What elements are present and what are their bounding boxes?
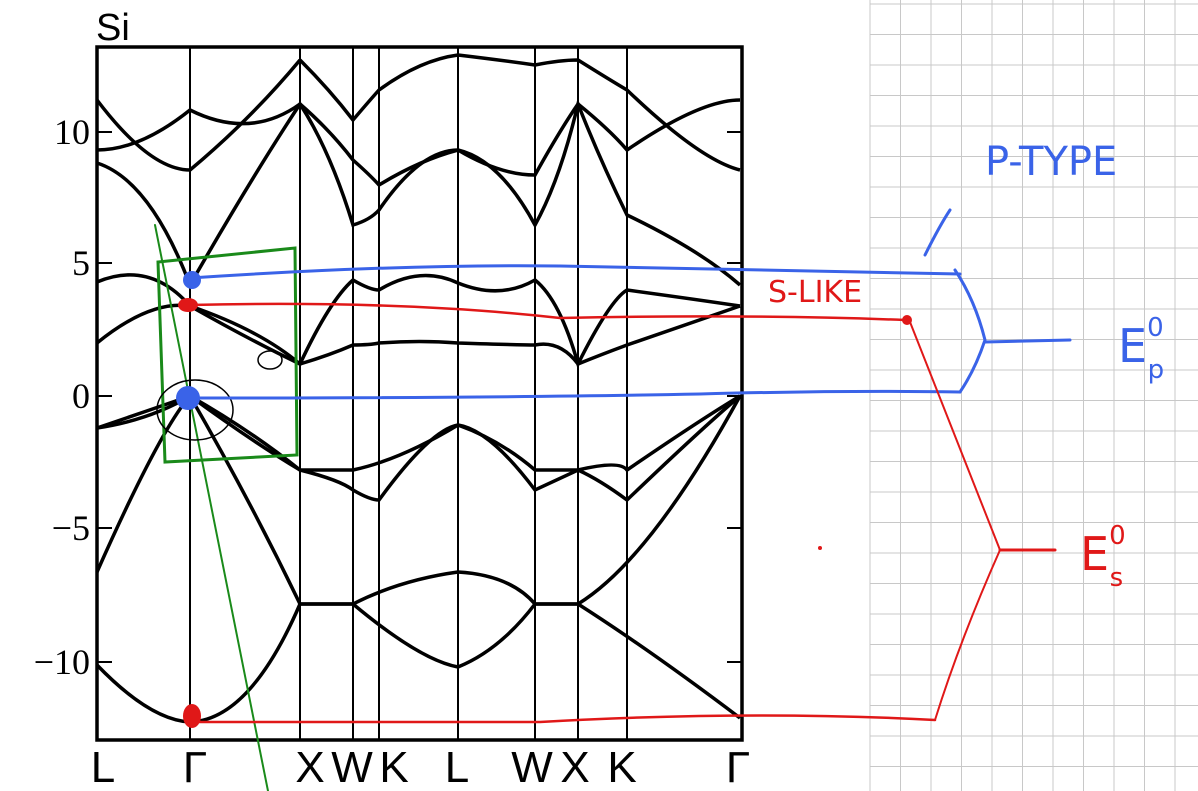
k-point-label: Γ bbox=[183, 743, 207, 791]
graph-paper bbox=[870, 0, 1198, 791]
y-tick-label: 5 bbox=[72, 243, 90, 283]
k-point-label: K bbox=[607, 743, 636, 791]
k-point-label: X bbox=[560, 743, 589, 791]
y-tick-label: −10 bbox=[34, 642, 90, 682]
s-like-note: S-LIKE bbox=[768, 275, 862, 310]
y-tick-labels: 10 5 0 −5 −10 bbox=[34, 112, 90, 682]
y-tick-label: −5 bbox=[52, 508, 90, 548]
annotations bbox=[155, 210, 1070, 791]
k-point-label: W bbox=[331, 743, 373, 791]
k-point-label: L bbox=[91, 743, 115, 791]
k-point-label: W bbox=[511, 743, 553, 791]
k-point-label: X bbox=[295, 743, 324, 791]
title: Si bbox=[96, 7, 130, 49]
k-point-label: K bbox=[379, 743, 408, 791]
y-tick-label: 10 bbox=[54, 112, 90, 152]
k-point-label: L bbox=[445, 743, 469, 791]
k-point-label: Γ bbox=[726, 743, 750, 791]
page: Si 1050−5−10 LΓXWKLWXKΓ bbox=[0, 0, 1198, 791]
p-type-note: P-TYPE bbox=[985, 139, 1117, 185]
y-tick-label: 0 bbox=[72, 376, 90, 416]
k-point-lines bbox=[190, 47, 627, 740]
